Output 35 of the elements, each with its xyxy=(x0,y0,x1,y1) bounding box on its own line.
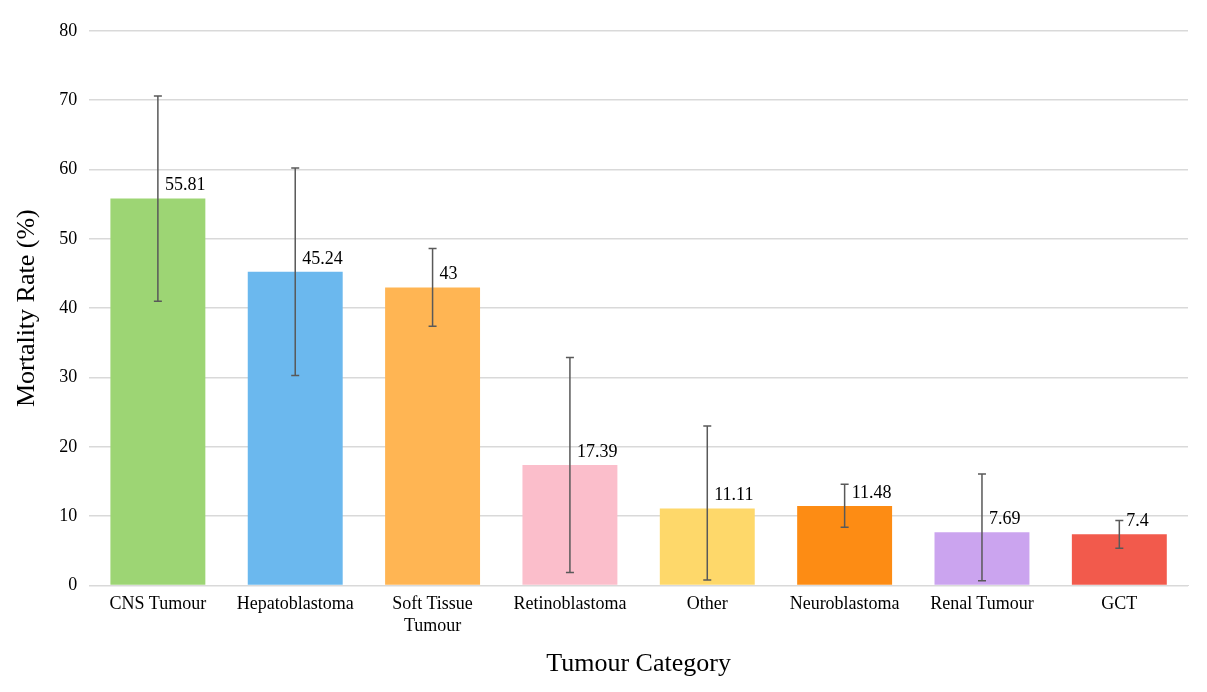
x-tick-label: CNS Tumour xyxy=(109,593,207,614)
data-label: 45.24 xyxy=(302,247,343,268)
y-tick-label: 30 xyxy=(59,366,78,387)
bar xyxy=(659,508,755,585)
y-tick-label: 60 xyxy=(59,158,78,179)
y-tick-label: 40 xyxy=(59,296,78,317)
y-tick-label: 80 xyxy=(59,19,78,40)
x-axis-title: Tumour Category xyxy=(546,648,731,678)
x-tick-label: Other xyxy=(686,593,728,614)
y-tick-label: 70 xyxy=(59,88,78,109)
y-tick-label: 50 xyxy=(59,227,78,248)
bar xyxy=(1071,534,1167,585)
y-tick-label: 0 xyxy=(68,574,78,595)
x-tick-label: Renal Tumour xyxy=(930,593,1034,614)
bar xyxy=(522,465,618,585)
data-label: 7.4 xyxy=(1126,510,1149,531)
y-axis-title: Mortality Rate (%) xyxy=(11,209,41,408)
bar xyxy=(797,505,893,585)
data-label: 55.81 xyxy=(164,174,206,195)
data-label: 11.48 xyxy=(851,481,892,502)
data-label: 17.39 xyxy=(576,440,618,461)
y-tick-label: 10 xyxy=(59,504,78,525)
y-tick-label: 20 xyxy=(59,435,78,456)
x-tick-label: Soft Tissue Tumour xyxy=(392,593,473,635)
data-label: 43 xyxy=(439,263,458,284)
data-label: 7.69 xyxy=(988,508,1021,528)
x-tick-label: GCT xyxy=(1101,593,1138,614)
bar xyxy=(110,198,206,585)
bar xyxy=(934,532,1030,585)
data-label: 11.11 xyxy=(714,484,754,505)
x-tick-label: Retinoblastoma xyxy=(513,593,627,614)
x-tick-label: Hepatoblastoma xyxy=(236,593,354,614)
x-tick-label: Neuroblastoma xyxy=(789,593,900,614)
bar xyxy=(385,287,481,585)
bar xyxy=(247,271,343,585)
